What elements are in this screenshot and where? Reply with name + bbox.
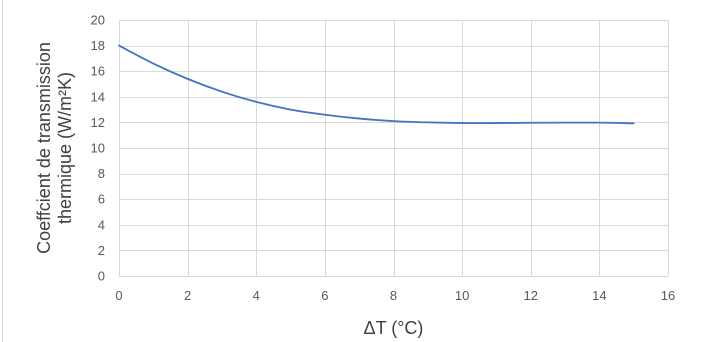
y-tick-label-20: 20 xyxy=(91,13,105,28)
y-tick-label-16: 16 xyxy=(91,64,105,79)
y-tick-labels: 0 2 4 6 8 10 12 14 16 18 20 xyxy=(91,13,105,284)
x-tick-label-12: 12 xyxy=(524,288,538,303)
y-tick-label-4: 4 xyxy=(98,217,105,232)
y-tick-label-6: 6 xyxy=(98,192,105,207)
x-tick-label-14: 14 xyxy=(592,288,606,303)
y-tick-label-12: 12 xyxy=(91,115,105,130)
x-tick-label-0: 0 xyxy=(115,288,122,303)
y-tick-label-0: 0 xyxy=(98,269,105,284)
x-tick-label-4: 4 xyxy=(253,288,260,303)
x-tick-label-10: 10 xyxy=(455,288,469,303)
y-tick-label-2: 2 xyxy=(98,243,105,258)
gridlines xyxy=(119,20,669,277)
series-layer xyxy=(118,44,635,125)
x-tick-label-6: 6 xyxy=(321,288,328,303)
y-axis-title-line-2: thermique (W/m²K) xyxy=(55,72,75,224)
x-tick-label-8: 8 xyxy=(390,288,397,303)
x-tick-labels: 0 2 4 6 8 10 12 14 16 xyxy=(115,288,675,303)
y-tick-label-18: 18 xyxy=(91,38,105,53)
y-axis-title-line-1: Coeffcient de transmission xyxy=(34,42,54,254)
x-tick-label-2: 2 xyxy=(184,288,191,303)
x-tick-label-16: 16 xyxy=(661,288,675,303)
series-line-0 xyxy=(118,44,635,125)
y-tick-label-14: 14 xyxy=(91,89,105,104)
y-tick-label-8: 8 xyxy=(98,166,105,181)
x-axis-title: ΔT (°C) xyxy=(364,318,424,338)
y-tick-label-10: 10 xyxy=(91,141,105,156)
